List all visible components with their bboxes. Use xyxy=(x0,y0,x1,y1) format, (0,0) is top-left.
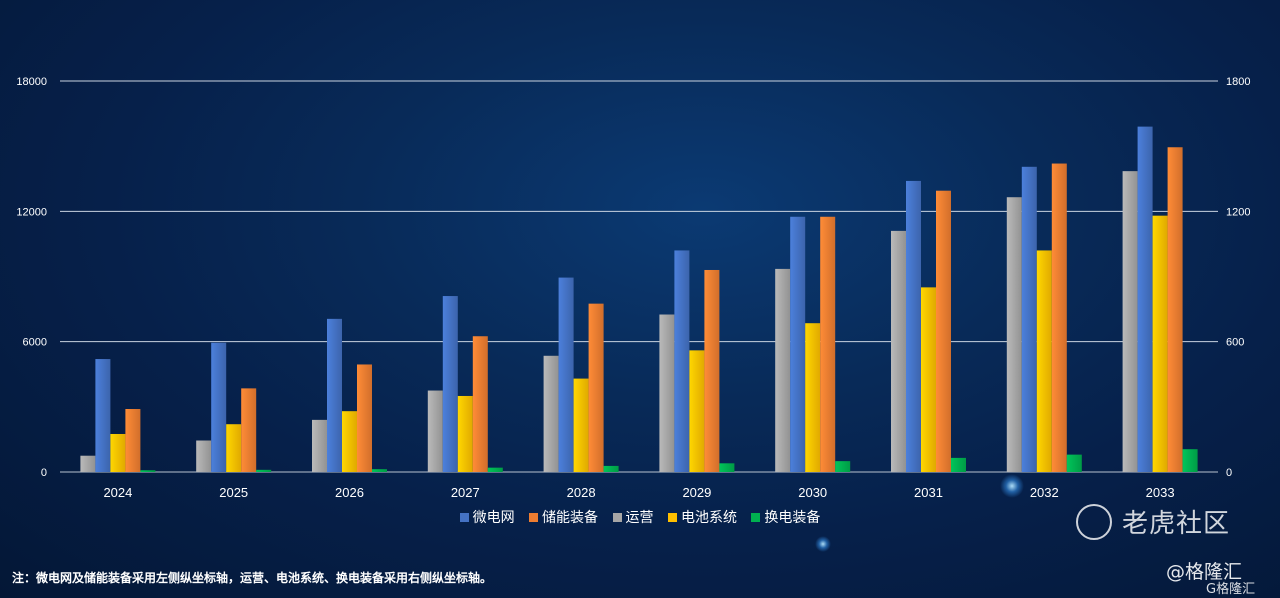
legend-item-storage: 储能装备 xyxy=(529,507,598,527)
bar-2026-换电装备 xyxy=(372,469,387,472)
bar-2027-电池系统 xyxy=(457,395,473,472)
legend-swatch xyxy=(529,512,539,522)
category-label: 2024 xyxy=(103,485,132,500)
left-tick-label: 0 xyxy=(41,467,47,479)
bar-2033-储能装备 xyxy=(1167,147,1183,472)
category-label: 2030 xyxy=(798,485,827,500)
bar-2025-运营 xyxy=(196,440,212,472)
left-tick-label: 12000 xyxy=(16,206,47,218)
bar-2026-电池系统 xyxy=(342,411,357,472)
category-label: 2031 xyxy=(914,485,943,500)
bar-2026-运营 xyxy=(312,419,327,472)
bar-2030-微电网 xyxy=(790,216,806,472)
bar-2025-储能装备 xyxy=(241,388,257,472)
bar-2029-运营 xyxy=(659,314,675,472)
bar-2027-运营 xyxy=(427,390,443,472)
bar-2030-电池系统 xyxy=(805,323,821,472)
bars xyxy=(80,126,1198,473)
bar-2025-换电装备 xyxy=(256,469,272,472)
bar-2032-换电装备 xyxy=(1066,454,1082,472)
bar-2029-微电网 xyxy=(674,250,690,472)
right-tick-label: 600 xyxy=(1226,337,1244,349)
bar-2024-电池系统 xyxy=(110,433,126,472)
bar-2031-储能装备 xyxy=(936,190,951,473)
category-label: 2025 xyxy=(219,485,248,500)
bar-2024-储能装备 xyxy=(125,409,141,472)
bar-2032-运营 xyxy=(1006,197,1022,473)
legend-item-swap: 换电装备 xyxy=(751,507,820,527)
bar-2027-微电网 xyxy=(442,296,458,472)
bar-2033-换电装备 xyxy=(1182,449,1198,472)
category-label: 2029 xyxy=(682,485,711,500)
bar-2029-换电装备 xyxy=(719,463,735,472)
bar-2026-储能装备 xyxy=(357,364,372,472)
watermark-text: 老虎社区 xyxy=(1122,509,1231,539)
category-axis: 2024 2025 2026 2027 2028 2029 2030 2031 2032 2033 xyxy=(103,485,1174,500)
left-tick-label: 6000 xyxy=(23,337,47,349)
bar-2024-换电装备 xyxy=(140,470,156,472)
watermark-gelonghui-small: G格隆汇 xyxy=(1206,582,1256,597)
legend-swatch xyxy=(667,512,677,522)
category-label: 2033 xyxy=(1146,485,1175,500)
bar-2033-微电网 xyxy=(1137,126,1153,472)
bar-2032-微电网 xyxy=(1021,166,1037,472)
bar-2026-微电网 xyxy=(327,318,342,472)
bar-2028-换电装备 xyxy=(603,465,619,472)
bar-2033-运营 xyxy=(1122,171,1138,472)
category-label: 2026 xyxy=(335,485,364,500)
category-label: 2028 xyxy=(567,485,596,500)
bar-2028-微电网 xyxy=(558,277,574,472)
bar-2029-电池系统 xyxy=(689,350,705,472)
bar-2025-电池系统 xyxy=(226,424,242,472)
bar-2028-运营 xyxy=(543,355,559,472)
right-tick-label: 1200 xyxy=(1226,206,1250,218)
light-glow xyxy=(815,536,831,552)
legend-item-battery: 电池系统 xyxy=(667,507,737,527)
legend-label: 储能装备 xyxy=(542,510,599,526)
legend: 微电网 储能装备 运营 电池系统 换电装备 xyxy=(0,507,1280,527)
legend-swatch xyxy=(751,512,761,522)
right-tick-label: 0 xyxy=(1226,467,1232,479)
bar-2028-电池系统 xyxy=(573,378,589,472)
bar-2033-电池系统 xyxy=(1152,215,1168,472)
bar-2031-换电装备 xyxy=(951,457,966,472)
watermark-gelonghui: @格隆汇 xyxy=(1166,561,1243,583)
bar-2028-储能装备 xyxy=(588,303,604,472)
legend-item-operation: 运营 xyxy=(612,507,654,527)
bar-2027-储能装备 xyxy=(472,336,488,472)
legend-label: 运营 xyxy=(625,510,654,526)
bar-2032-电池系统 xyxy=(1036,250,1052,472)
bar-2030-换电装备 xyxy=(835,461,851,472)
bar-2032-储能装备 xyxy=(1051,163,1067,473)
bar-2025-微电网 xyxy=(211,342,227,472)
watermark-tiger: 老虎社区 xyxy=(1076,503,1230,543)
bar-2024-运营 xyxy=(80,455,96,472)
bar-2029-储能装备 xyxy=(704,269,720,472)
bar-2031-微电网 xyxy=(906,180,921,472)
bar-2030-运营 xyxy=(775,268,791,472)
legend-label: 换电装备 xyxy=(764,510,821,526)
bar-2027-换电装备 xyxy=(487,467,503,472)
category-label: 2027 xyxy=(451,485,480,500)
right-axis: 0 600 1200 1800 xyxy=(1226,76,1250,479)
legend-label: 微电网 xyxy=(472,510,515,526)
right-tick-label: 1800 xyxy=(1226,76,1250,88)
left-tick-label: 18000 xyxy=(16,76,47,88)
left-axis: 0 6000 12000 18000 xyxy=(16,76,47,479)
footnote: 注：微电网及储能装备采用左侧纵坐标轴，运营、电池系统、换电装备采用右侧纵坐标轴。 xyxy=(12,571,493,585)
legend-label: 电池系统 xyxy=(680,510,737,526)
bar-2024-微电网 xyxy=(95,359,111,472)
legend-swatch xyxy=(459,512,469,522)
light-glow xyxy=(1000,474,1024,498)
tiger-logo-icon xyxy=(1076,503,1112,540)
bar-2031-运营 xyxy=(891,230,906,472)
bar-2030-储能装备 xyxy=(820,216,836,472)
legend-item-microgrid: 微电网 xyxy=(459,507,515,527)
category-label: 2032 xyxy=(1030,485,1059,500)
legend-swatch xyxy=(612,512,622,522)
bar-2031-电池系统 xyxy=(921,287,936,472)
